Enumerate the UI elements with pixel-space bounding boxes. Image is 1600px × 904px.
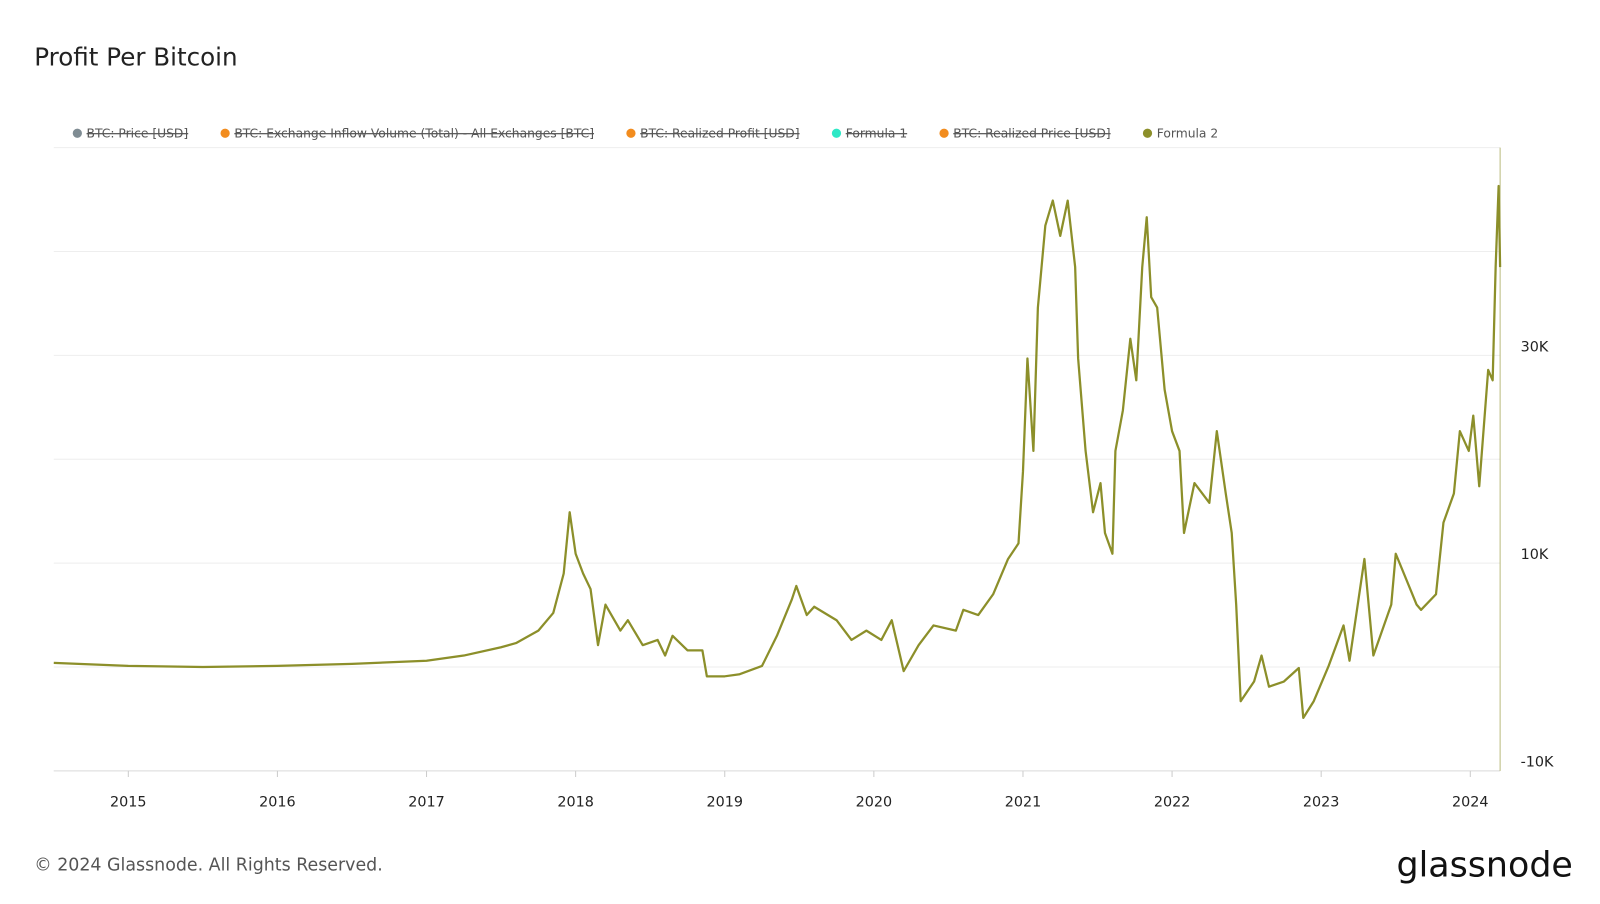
x-tick-label: 2019	[706, 795, 743, 811]
legend-marker[interactable]	[1142, 128, 1153, 138]
legend-marker[interactable]	[220, 128, 230, 138]
x-tick-label: 2022	[1154, 795, 1191, 811]
x-tick-label: 2021	[1005, 795, 1042, 811]
x-tick-label: 2020	[856, 795, 893, 811]
legend-marker[interactable]	[72, 128, 82, 138]
legend-marker[interactable]	[626, 128, 636, 138]
y-tick-label: -10K	[1521, 755, 1554, 771]
y-tick-label: 30K	[1521, 339, 1549, 355]
legend-label[interactable]: BTC: Realized Profit [USD]	[640, 126, 799, 140]
y-tick-label: 10K	[1521, 547, 1549, 563]
legend-marker[interactable]	[939, 128, 949, 138]
data-line	[53, 184, 1502, 719]
legend-label[interactable]: BTC: Exchange Inflow Volume (Total) - Al…	[234, 126, 594, 140]
x-tick-label: 2018	[557, 795, 594, 811]
legend-label[interactable]: BTC: Realized Price [USD]	[953, 126, 1110, 140]
footer: © 2024 Glassnode. All Rights Reserved.	[34, 855, 383, 875]
x-tick-label: 2016	[259, 795, 296, 811]
x-tick-label: 2015	[110, 795, 147, 811]
legend-marker[interactable]	[831, 128, 842, 138]
legend-label[interactable]: Formula 1	[846, 126, 907, 140]
chart-title: Profit Per Bitcoin	[34, 43, 237, 72]
legend-label[interactable]: BTC: Price [USD]	[87, 126, 189, 140]
x-tick-label: 2024	[1452, 795, 1489, 811]
x-tick-label: 2017	[408, 795, 445, 811]
x-tick-label: 2023	[1303, 795, 1340, 811]
legend-label[interactable]: Formula 2	[1157, 126, 1218, 140]
brand-logo: glassnode	[1396, 845, 1572, 885]
